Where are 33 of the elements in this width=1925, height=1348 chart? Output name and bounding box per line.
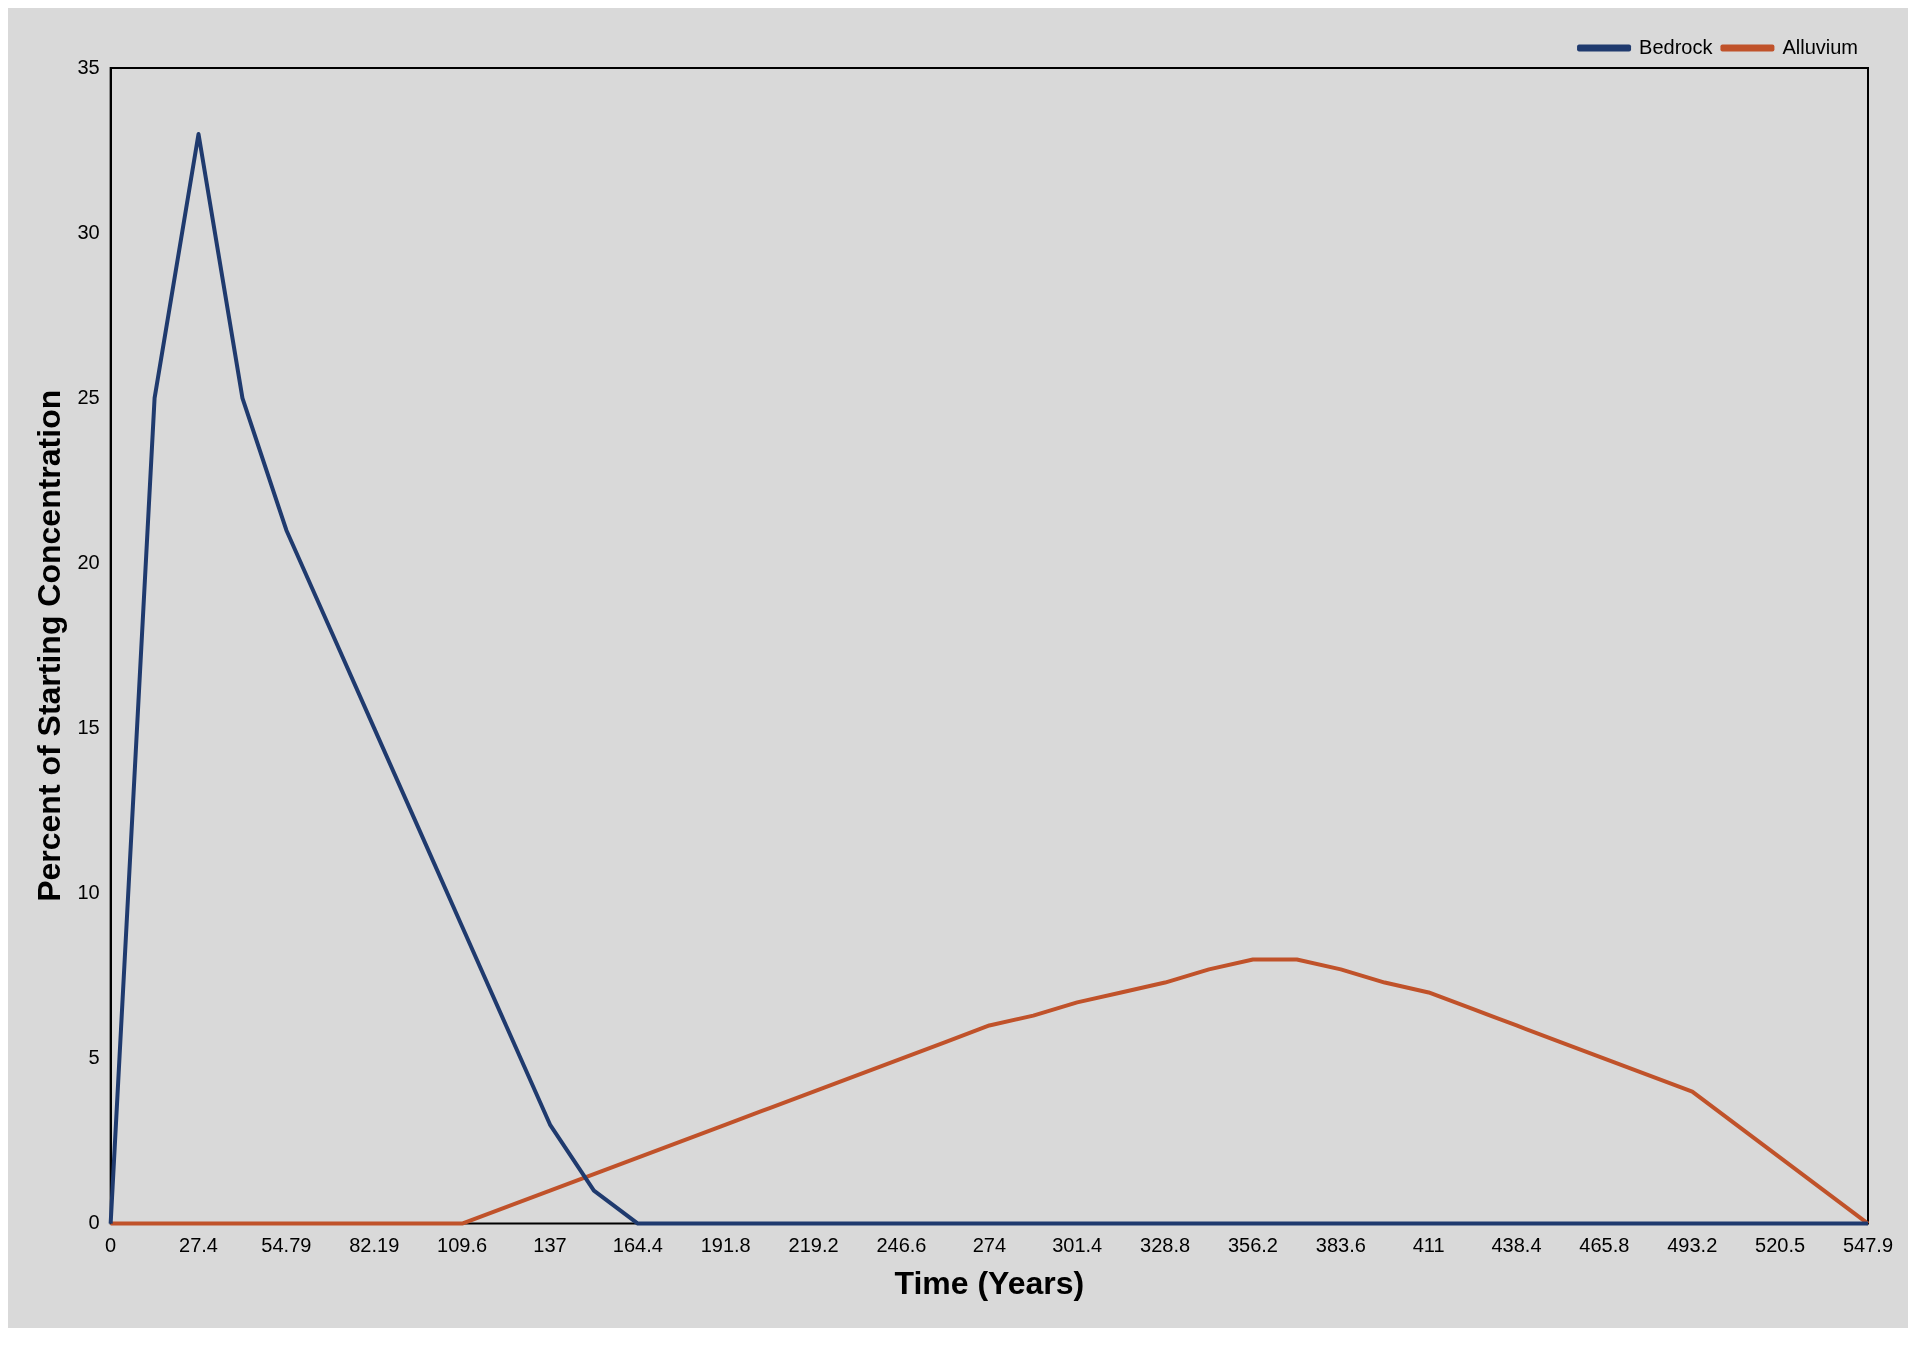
y-tick-label: 25 bbox=[77, 385, 100, 408]
x-tick-label: 547.9 bbox=[1842, 1234, 1894, 1257]
x-tick-label: 219.2 bbox=[788, 1234, 839, 1257]
y-tick-label: 0 bbox=[88, 1211, 100, 1234]
x-tick-label: 493.2 bbox=[1667, 1234, 1718, 1257]
x-tick-label: 246.6 bbox=[876, 1234, 927, 1257]
y-tick-label: 10 bbox=[77, 880, 100, 903]
y-tick-label: 20 bbox=[77, 550, 100, 573]
x-tick-label: 438.4 bbox=[1491, 1234, 1542, 1257]
x-tick-label: 82.19 bbox=[349, 1234, 400, 1257]
x-tick-label: 274 bbox=[972, 1234, 1007, 1257]
x-tick-label: 137 bbox=[533, 1234, 567, 1257]
x-tick-label: 54.79 bbox=[261, 1234, 312, 1257]
x-axis-title: Time (Years) bbox=[894, 1264, 1085, 1301]
x-tick-label: 520.5 bbox=[1755, 1234, 1806, 1257]
x-tick-label: 465.8 bbox=[1579, 1234, 1630, 1257]
x-tick-label: 191.8 bbox=[700, 1234, 751, 1257]
legend-label: Bedrock bbox=[1639, 35, 1714, 58]
x-tick-label: 164.4 bbox=[612, 1234, 663, 1257]
x-tick-label: 383.6 bbox=[1315, 1234, 1366, 1257]
y-tick-label: 15 bbox=[77, 715, 100, 738]
y-tick-label: 35 bbox=[77, 55, 100, 78]
x-tick-label: 356.2 bbox=[1227, 1234, 1278, 1257]
y-tick-label: 30 bbox=[77, 220, 100, 243]
x-tick-label: 0 bbox=[105, 1234, 117, 1257]
y-axis-title: Percent of Starting Concentration bbox=[31, 389, 68, 902]
x-tick-label: 109.6 bbox=[437, 1234, 488, 1257]
x-tick-label: 301.4 bbox=[1052, 1234, 1103, 1257]
x-tick-label: 27.4 bbox=[179, 1234, 218, 1257]
x-tick-label: 411 bbox=[1412, 1234, 1445, 1257]
legend-label: Alluvium bbox=[1782, 35, 1858, 58]
y-tick-label: 5 bbox=[88, 1046, 100, 1069]
x-tick-label: 328.8 bbox=[1140, 1234, 1191, 1257]
